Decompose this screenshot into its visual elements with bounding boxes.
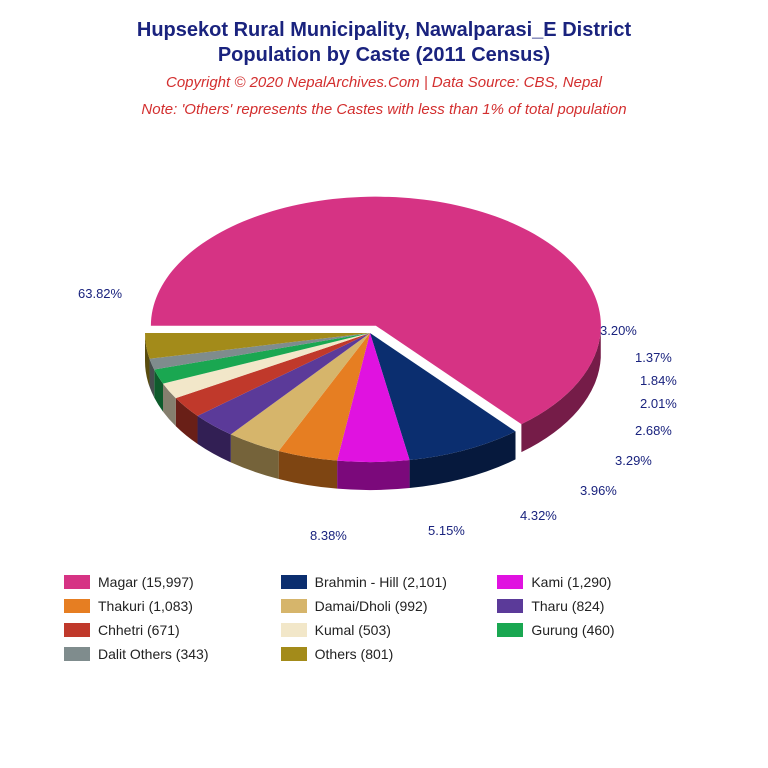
legend-item: Kami (1,290) [497, 574, 704, 590]
legend-item: Chhetri (671) [64, 622, 271, 638]
legend-label: Kumal (503) [315, 622, 391, 638]
legend-label: Damai/Dholi (992) [315, 598, 428, 614]
legend-item: Thakuri (1,083) [64, 598, 271, 614]
legend-swatch [64, 647, 90, 661]
legend-item: Others (801) [281, 646, 488, 662]
pie-chart: 63.82% 8.38% 5.15% 4.32% 3.96% 3.29% 2.68% 2.01… [0, 128, 768, 568]
legend-label: Brahmin - Hill (2,101) [315, 574, 447, 590]
legend-swatch [497, 623, 523, 637]
pct-label: 4.32% [520, 508, 557, 523]
pct-label: 63.82% [78, 286, 122, 301]
legend-label: Magar (15,997) [98, 574, 194, 590]
legend-item: Tharu (824) [497, 598, 704, 614]
subtitle: Copyright © 2020 NepalArchives.Com | Dat… [0, 74, 768, 91]
legend-label: Thakuri (1,083) [98, 598, 193, 614]
legend-swatch [281, 647, 307, 661]
legend-item: Damai/Dholi (992) [281, 598, 488, 614]
legend-label: Dalit Others (343) [98, 646, 208, 662]
legend-swatch [281, 623, 307, 637]
legend-swatch [497, 575, 523, 589]
legend: Magar (15,997) Brahmin - Hill (2,101) Kami… [64, 568, 704, 662]
note: Note: 'Others' represents the Castes wit… [0, 101, 768, 118]
legend-label: Chhetri (671) [98, 622, 180, 638]
legend-swatch [64, 575, 90, 589]
legend-swatch [64, 623, 90, 637]
legend-label: Gurung (460) [531, 622, 614, 638]
pct-label: 3.96% [580, 483, 617, 498]
legend-swatch [497, 599, 523, 613]
pct-label: 1.84% [640, 373, 677, 388]
legend-label: Tharu (824) [531, 598, 604, 614]
legend-item: Kumal (503) [281, 622, 488, 638]
title-line-1: Hupsekot Rural Municipality, Nawalparasi… [0, 18, 768, 43]
pct-label: 2.01% [640, 396, 677, 411]
legend-item: Dalit Others (343) [64, 646, 271, 662]
pct-label: 1.37% [635, 350, 672, 365]
legend-swatch [281, 599, 307, 613]
title-line-2: Population by Caste (2011 Census) [0, 43, 768, 68]
legend-item: Magar (15,997) [64, 574, 271, 590]
pie-side [337, 460, 409, 490]
title-block: Hupsekot Rural Municipality, Nawalparasi… [0, 0, 768, 118]
pct-label: 5.15% [428, 523, 465, 538]
legend-swatch [281, 575, 307, 589]
pct-label: 3.29% [615, 453, 652, 468]
pie-svg [0, 128, 768, 568]
pct-label: 2.68% [635, 423, 672, 438]
legend-swatch [64, 599, 90, 613]
legend-label: Others (801) [315, 646, 394, 662]
legend-item: Brahmin - Hill (2,101) [281, 574, 488, 590]
pct-label: 8.38% [310, 528, 347, 543]
legend-item: Gurung (460) [497, 622, 704, 638]
legend-label: Kami (1,290) [531, 574, 611, 590]
pct-label: 3.20% [600, 323, 637, 338]
